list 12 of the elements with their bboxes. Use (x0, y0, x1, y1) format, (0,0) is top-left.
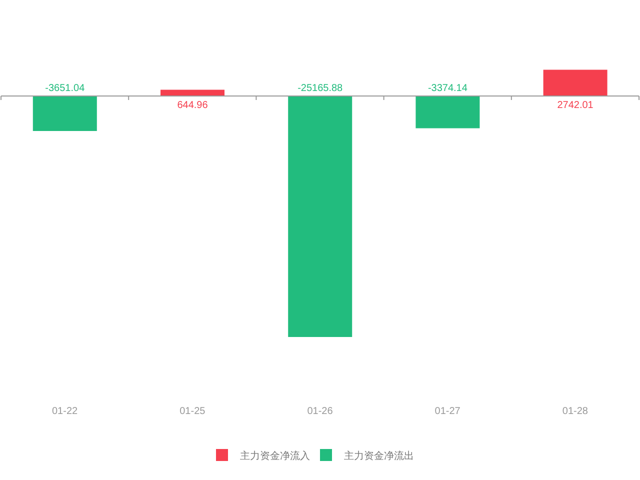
data-label: -3374.14 (428, 82, 468, 94)
x-tick-label: 01-27 (434, 406, 461, 418)
x-tick-label: 01-28 (562, 406, 588, 418)
x-tick-label: 01-26 (307, 406, 334, 418)
x-tick-label: 01-25 (180, 406, 206, 418)
legend-label: 主力资金净流入 (239, 451, 310, 462)
data-label: -3651.04 (45, 82, 86, 94)
data-label: -25165.88 (298, 82, 344, 94)
data-label: 2742.01 (557, 100, 594, 111)
data-label: 644.96 (177, 100, 208, 111)
x-tick-label: 01-22 (52, 406, 78, 418)
legend-label: 主力资金净流出 (343, 451, 414, 462)
